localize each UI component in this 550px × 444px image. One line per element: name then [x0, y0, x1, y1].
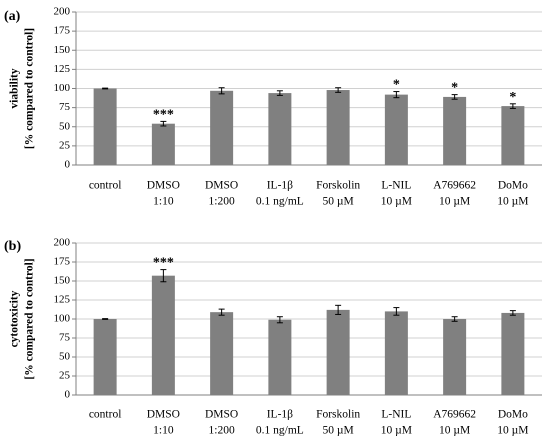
category-label-line2: 1:200 [209, 425, 235, 437]
y-tick-label: 100 [54, 82, 71, 94]
bar [326, 90, 350, 165]
error-bar [102, 87, 109, 90]
y-tick-label: 150 [54, 44, 71, 56]
bar [93, 319, 117, 395]
chart-panel-a: (a) 0 25 50 75 100 125 150 175 200 viability [% com… [4, 6, 542, 208]
significance-marker: * [393, 78, 400, 93]
y-tick-label: 200 [54, 237, 71, 249]
error-bar [451, 316, 458, 322]
y-axis-label-line2: [% compared to control] [24, 28, 36, 149]
error-bar [451, 94, 458, 100]
bar [268, 319, 292, 395]
bar [268, 93, 292, 165]
y-tick-label: 175 [54, 25, 71, 37]
panel-label: (b) [4, 239, 21, 254]
bar [384, 94, 408, 165]
category-label-line1: DMSO [205, 180, 238, 192]
bar [443, 96, 467, 165]
category-label-line1: A769662 [433, 409, 476, 421]
bar [501, 106, 525, 165]
y-axis-label-line1: viability [9, 68, 21, 109]
category-label-line2: 0.1 ng/mL [256, 425, 304, 437]
y-tick-label: 150 [54, 275, 71, 287]
y-tick-label: 125 [54, 294, 71, 306]
y-tick-label: 100 [54, 313, 71, 325]
bar [501, 312, 525, 395]
y-tick-label: 0 [65, 159, 71, 171]
error-bar [509, 310, 516, 316]
bar [210, 312, 234, 395]
category-label-line1: L-NIL [381, 180, 411, 192]
category-label-line1: DMSO [147, 409, 180, 421]
category-label-line1: DoMo [498, 180, 528, 192]
category-label-line2: 1:10 [153, 196, 174, 208]
category-label-line1: DoMo [498, 409, 528, 421]
bar [151, 275, 175, 395]
category-label-line2: 10 µM [439, 425, 470, 437]
error-bar [218, 87, 225, 95]
category-label-line1: control [89, 409, 122, 421]
y-tick-label: 25 [59, 139, 71, 151]
error-bar [276, 316, 283, 324]
error-bar [218, 308, 225, 316]
error-bar [509, 103, 516, 109]
significance-marker: * [509, 90, 516, 105]
error-bar [335, 304, 342, 315]
significance-marker: * [451, 81, 458, 96]
category-label-line1: IL-1β [267, 409, 293, 421]
category-label-line2: 10 µM [497, 425, 528, 437]
category-label-line2: 0.1 ng/mL [256, 196, 304, 208]
bar [384, 311, 408, 395]
category-label-line2: 1:200 [209, 196, 235, 208]
y-tick-label: 50 [59, 351, 71, 363]
category-label-line1: DMSO [205, 409, 238, 421]
category-label-line1: DMSO [147, 180, 180, 192]
category-label-line1: control [89, 180, 122, 192]
bar [443, 319, 467, 395]
category-label-line1: Forskolin [316, 180, 360, 192]
y-tick-label: 200 [54, 6, 71, 18]
error-bar [276, 90, 283, 96]
bar [151, 123, 175, 165]
y-tick-label: 125 [54, 63, 71, 75]
category-label-line2: 50 µM [323, 196, 354, 208]
category-label-line2: 10 µM [439, 196, 470, 208]
y-tick-label: 75 [59, 332, 71, 344]
category-label-line2: 1:10 [153, 425, 174, 437]
bar [93, 88, 117, 165]
error-bar [160, 269, 167, 283]
bar [210, 90, 234, 165]
y-tick-label: 0 [65, 389, 71, 401]
error-bar [393, 91, 400, 99]
y-axis-label-line2: [% compared to control] [24, 258, 36, 379]
y-tick-label: 75 [59, 101, 71, 113]
category-label-line2: 10 µM [497, 196, 528, 208]
category-label-line2: 10 µM [381, 196, 412, 208]
category-label-line2: 50 µM [323, 425, 354, 437]
panel-label: (a) [4, 9, 21, 24]
y-tick-label: 50 [59, 120, 71, 132]
error-bar [102, 318, 109, 320]
category-label-line1: A769662 [433, 180, 476, 192]
significance-marker: *** [153, 256, 174, 271]
category-label-line2: 10 µM [381, 425, 412, 437]
error-bar [160, 120, 167, 127]
significance-marker: *** [153, 107, 174, 122]
bar [326, 309, 350, 395]
category-label-line1: L-NIL [381, 409, 411, 421]
y-tick-label: 25 [59, 370, 71, 382]
error-bar [335, 87, 342, 93]
error-bar [393, 307, 400, 316]
category-label-line1: Forskolin [316, 409, 360, 421]
chart-panel-b: (b) 0 25 50 75 100 125 150 175 200 cytotoxicity [% … [4, 237, 542, 437]
y-axis-label-line1: cytotoxicity [9, 290, 21, 347]
category-label-line1: IL-1β [267, 180, 293, 192]
y-tick-label: 175 [54, 256, 71, 268]
